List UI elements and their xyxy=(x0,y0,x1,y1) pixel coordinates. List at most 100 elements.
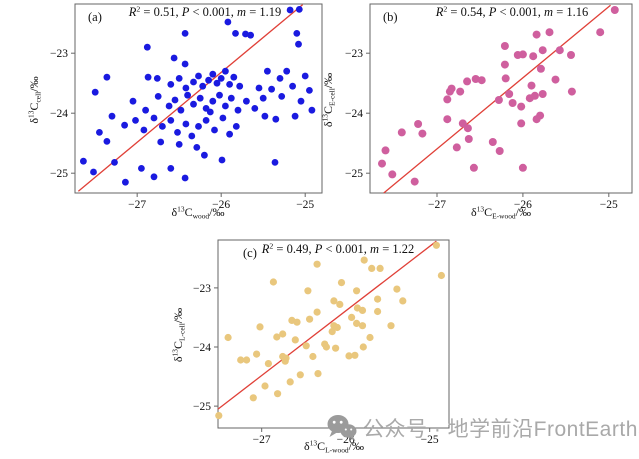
y-tick-label: −25 xyxy=(50,168,68,180)
data-point xyxy=(596,28,605,37)
data-point xyxy=(90,168,97,176)
data-point xyxy=(181,60,189,68)
data-point xyxy=(91,88,99,96)
plot-frame xyxy=(369,3,633,194)
data-point xyxy=(437,271,445,280)
data-point xyxy=(443,95,452,104)
data-point xyxy=(308,106,316,114)
x-axis-label: δ13CE-wood/‰ xyxy=(471,205,531,221)
data-point xyxy=(132,117,139,124)
x-tick-label: −25 xyxy=(600,199,618,211)
data-point xyxy=(276,75,284,82)
data-point xyxy=(190,78,197,86)
data-point xyxy=(538,90,547,98)
y-axis-label: δ13CL-cell/‰ xyxy=(171,308,187,362)
data-point xyxy=(222,102,229,110)
data-point xyxy=(111,159,118,166)
data-point xyxy=(188,132,196,140)
data-point xyxy=(306,87,313,94)
data-point xyxy=(121,121,128,129)
y-tick-label: −24 xyxy=(193,342,211,354)
data-point xyxy=(150,173,158,181)
data-points xyxy=(80,5,316,186)
data-point xyxy=(271,159,279,166)
data-point xyxy=(143,43,151,51)
data-point xyxy=(333,323,341,332)
data-point xyxy=(538,46,547,55)
data-point xyxy=(213,79,221,87)
data-point xyxy=(302,342,310,350)
scatter-panel-b: −27 −26 −25 −23 −24 −25 (b) R2 = 0.54, P < 0.00… xyxy=(321,3,633,221)
data-point xyxy=(353,287,361,295)
data-point xyxy=(264,67,271,75)
data-point xyxy=(108,112,116,120)
data-point xyxy=(518,50,527,59)
data-point xyxy=(211,126,218,134)
data-point xyxy=(226,130,234,138)
data-point xyxy=(366,333,374,342)
data-point xyxy=(500,60,509,69)
data-point xyxy=(518,163,527,172)
data-point xyxy=(488,138,497,146)
data-point xyxy=(517,102,526,111)
data-point xyxy=(458,119,467,128)
data-point xyxy=(283,67,291,75)
data-point xyxy=(279,330,287,338)
data-point xyxy=(269,278,277,286)
data-point xyxy=(529,52,538,61)
data-point xyxy=(201,151,208,159)
data-point xyxy=(182,120,190,128)
data-point xyxy=(410,177,419,186)
y-tick-label: −23 xyxy=(193,283,211,295)
data-point xyxy=(103,73,111,81)
data-point xyxy=(536,64,545,73)
data-point xyxy=(494,96,503,104)
x-tick-label: −25 xyxy=(421,434,439,446)
data-point xyxy=(301,72,309,80)
data-point xyxy=(532,30,541,39)
data-point xyxy=(232,30,239,37)
x-tick-label: −27 xyxy=(253,434,271,446)
data-point xyxy=(281,357,289,365)
data-point xyxy=(399,297,407,305)
panel-letter: (b) xyxy=(383,10,398,24)
data-point xyxy=(253,350,261,358)
y-axis-label: δ13CE-cell/‰ xyxy=(321,73,337,127)
data-point xyxy=(190,100,197,108)
data-point xyxy=(463,77,472,86)
data-point xyxy=(348,313,356,321)
data-point xyxy=(332,344,340,352)
y-tick-label: −23 xyxy=(345,48,363,60)
data-point xyxy=(286,6,294,14)
data-point xyxy=(432,241,440,249)
data-point xyxy=(247,31,255,39)
data-point xyxy=(337,279,346,287)
data-point xyxy=(218,156,226,164)
data-point xyxy=(469,163,478,172)
data-point xyxy=(286,378,294,386)
data-point xyxy=(227,94,235,102)
data-point xyxy=(103,138,111,145)
y-tick-label: −24 xyxy=(50,108,68,120)
data-point xyxy=(206,108,214,116)
data-point xyxy=(447,84,456,93)
data-point xyxy=(360,256,368,264)
data-point xyxy=(159,123,166,130)
data-point xyxy=(293,30,301,37)
data-point xyxy=(374,295,382,303)
data-point xyxy=(242,30,249,38)
data-point xyxy=(289,82,296,90)
x-tick-label: −27 xyxy=(128,199,146,211)
data-point xyxy=(195,123,202,130)
data-point xyxy=(456,87,465,96)
data-point xyxy=(261,382,269,390)
data-point xyxy=(153,75,161,82)
data-point xyxy=(274,390,282,398)
data-point xyxy=(175,141,183,148)
data-point xyxy=(196,94,204,102)
data-point xyxy=(477,76,486,85)
data-point xyxy=(205,76,213,84)
data-point xyxy=(397,128,406,137)
data-point xyxy=(527,81,536,90)
